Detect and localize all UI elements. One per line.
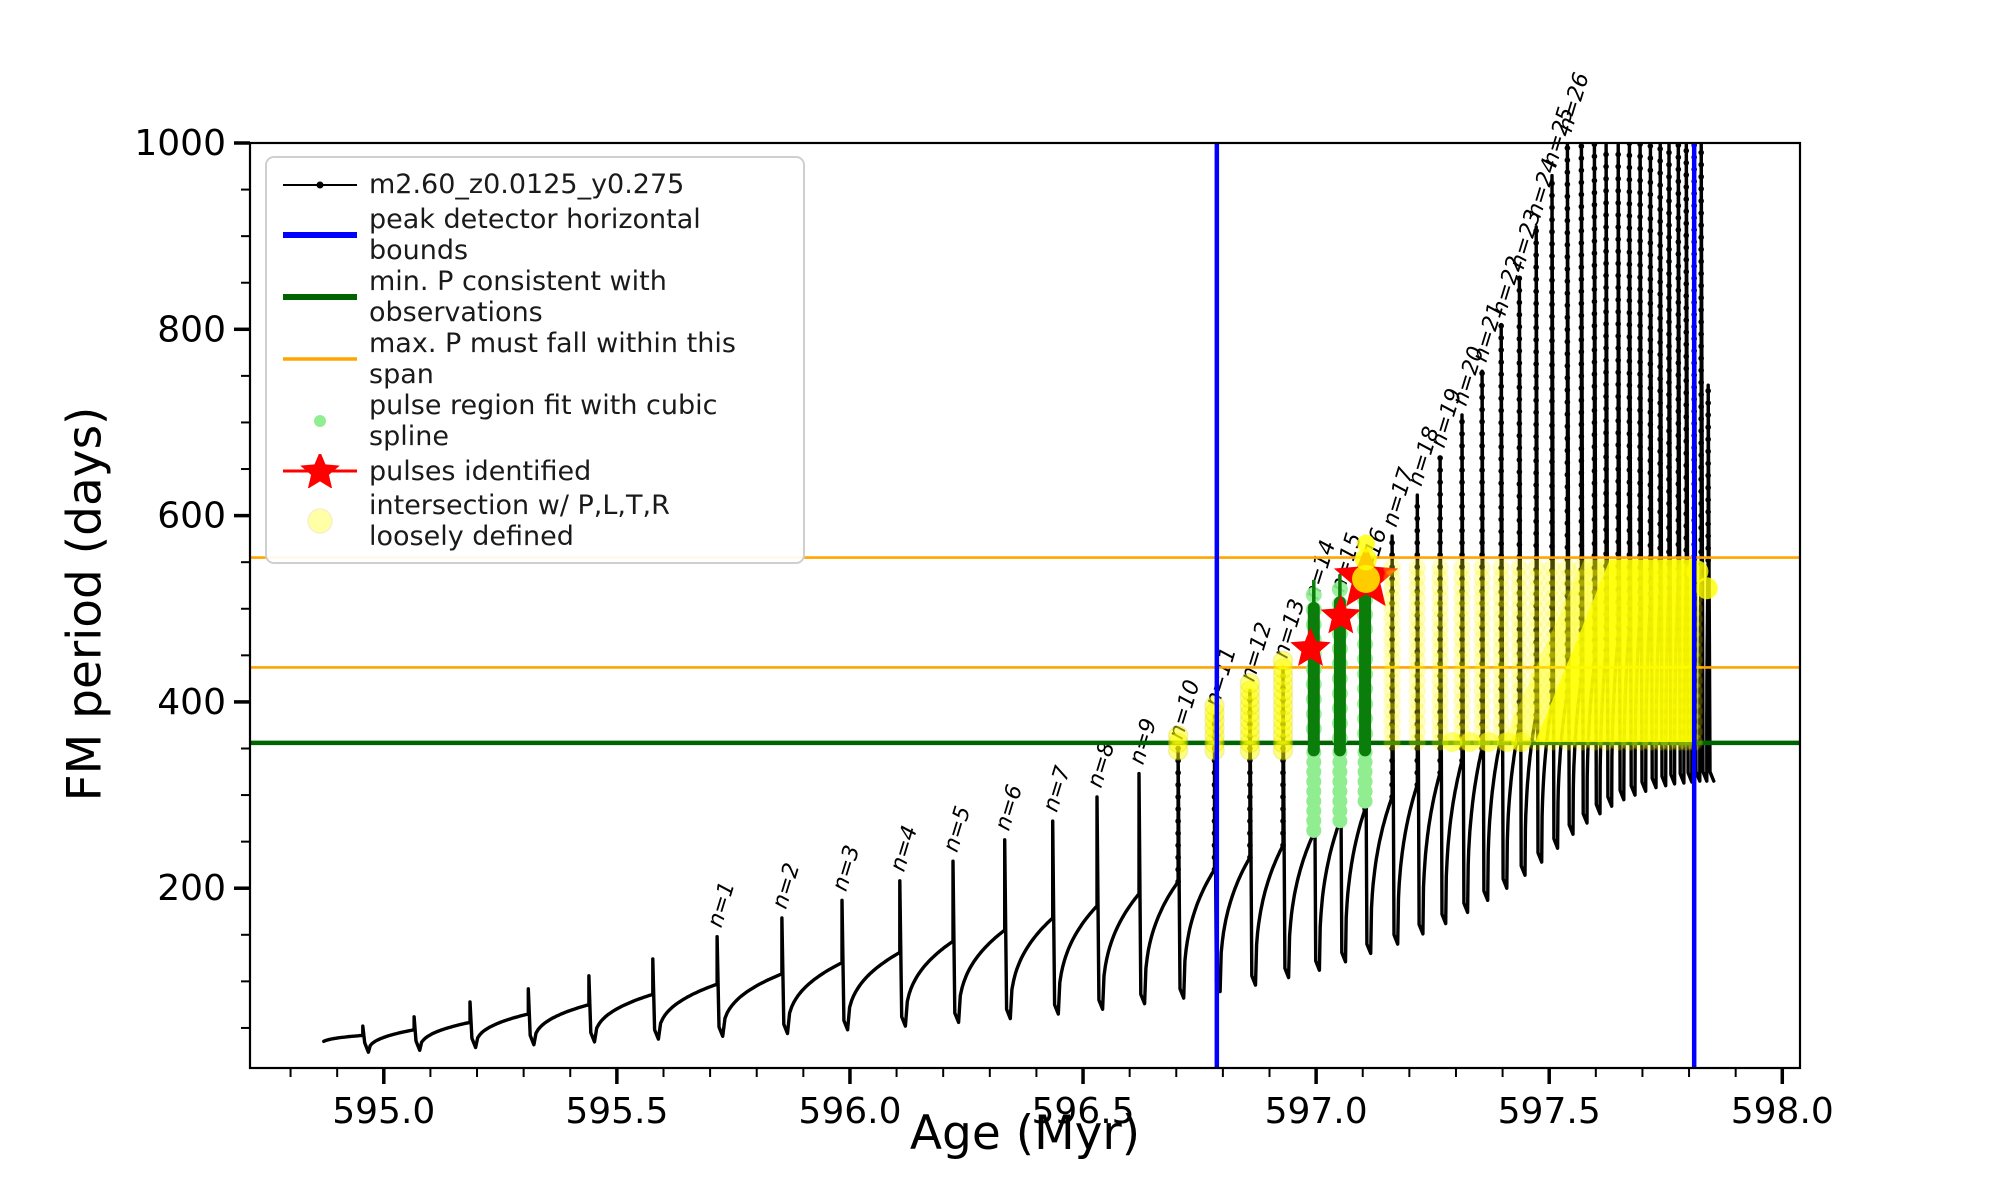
x-axis-label: Age (Myr) [909,1106,1141,1161]
series-line-dot-icon [277,168,363,202]
y-tick-label: 600 [157,496,226,537]
legend-item-label: m2.60_z0.0125_y0.275 [369,169,685,201]
pulse-number-label: n=4 [886,823,923,875]
legend-item-label: peak detector horizontal bounds [369,204,701,267]
legend-item-min-P: min. P consistent with observations [277,266,789,328]
orange-line-icon [277,342,363,376]
x-tick-label: 595.5 [565,1091,668,1132]
intersection-region [1167,534,1718,761]
y-axis-label: FM period (days) [57,406,113,802]
legend-item-label: pulses identified [369,455,592,487]
pulse-number-label: n=8 [1083,739,1120,791]
y-tick-label: 1000 [134,123,226,164]
pulse-number-label: n=26 [1553,70,1595,135]
x-tick-label: 595.0 [332,1091,435,1132]
pulse-star [1290,627,1331,666]
green-line-icon [277,280,363,314]
legend-item-label: pulse region fit with cubic spline [369,390,718,453]
x-tick-label: 598.0 [1731,1091,1834,1132]
legend-item-label: min. P consistent with observations [369,266,667,329]
pulse-star [1320,595,1361,634]
green-dot-icon [277,404,363,438]
intersection-wedge [1535,559,1695,742]
pulse-number-label: n=7 [1039,763,1076,815]
y-tick-label: 400 [157,682,226,723]
legend: m2.60_z0.0125_y0.275 peak detector horiz… [265,156,805,565]
blue-line-icon [277,218,363,252]
legend-item-max-P: max. P must fall within this span [277,328,789,390]
legend-item-pulse-region: pulse region fit with cubic spline [277,390,789,452]
legend-item-label: max. P must fall within this span [369,328,736,391]
pulse-number-label: n=5 [939,803,976,855]
legend-item-series: m2.60_z0.0125_y0.275 [277,166,789,204]
x-tick-label: 597.5 [1498,1091,1601,1132]
peak-detector-bounds [1214,143,1697,1068]
pulse-number-label: n=2 [768,860,805,912]
pulse-region-spline [1305,570,1374,838]
x-tick-label: 597.0 [1265,1091,1368,1132]
red-star-icon [277,454,363,489]
pulse-number-label: n=1 [703,879,740,931]
y-tick-label: 800 [157,309,226,350]
pulse-number-label: n=6 [991,782,1028,834]
series-marker-dots [1175,143,1711,885]
legend-item-pulses-identified: pulses identified [277,452,789,490]
plot-spines [248,141,1802,1070]
legend-item-intersection: intersection w/ P,L,T,R loosely defined [277,490,789,552]
x-tick-label: 596.5 [1032,1091,1135,1132]
y-tick-label: 200 [157,868,226,909]
x-tick-label: 596.0 [798,1091,901,1132]
legend-item-label: intersection w/ P,L,T,R loosely defined [369,490,670,553]
yellow-dot-icon [277,504,363,538]
axes: 595.0 595.5 596.0 596.5 597.0 597.5 598.0 200 40… [134,123,1833,1132]
pulse-number-label: n=3 [828,842,865,894]
legend-item-peak-detector-bounds: peak detector horizontal bounds [277,204,789,266]
